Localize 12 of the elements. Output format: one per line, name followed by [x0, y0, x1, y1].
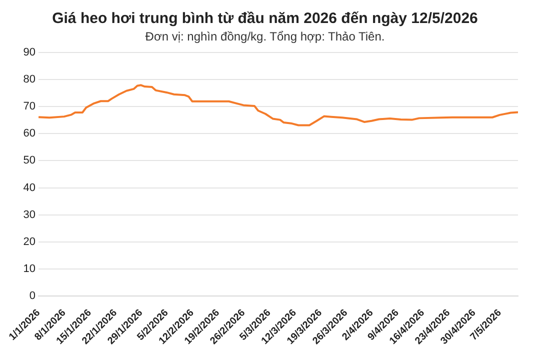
y-tick-label: 80 — [23, 74, 36, 86]
y-tick-label: 50 — [23, 154, 36, 167]
y-tick-label: 20 — [23, 236, 36, 248]
y-tick-label: 0 — [29, 290, 36, 302]
y-tick-label: 90 — [23, 46, 36, 58]
chart-title: Giá heo hơi trung bình từ đầu năm 2026 đến ngày 12/5/2026 — [52, 10, 478, 28]
chart-subtitle: Đơn vị: nghìn đồng/kg. Tổng hợp: Thảo Tiên. — [145, 30, 385, 44]
y-tick-label: 10 — [23, 263, 36, 276]
y-tick-label: 30 — [23, 208, 36, 221]
y-tick-label: 70 — [23, 100, 36, 113]
y-tick-label: 60 — [23, 128, 36, 140]
y-tick-label: 40 — [23, 182, 36, 194]
